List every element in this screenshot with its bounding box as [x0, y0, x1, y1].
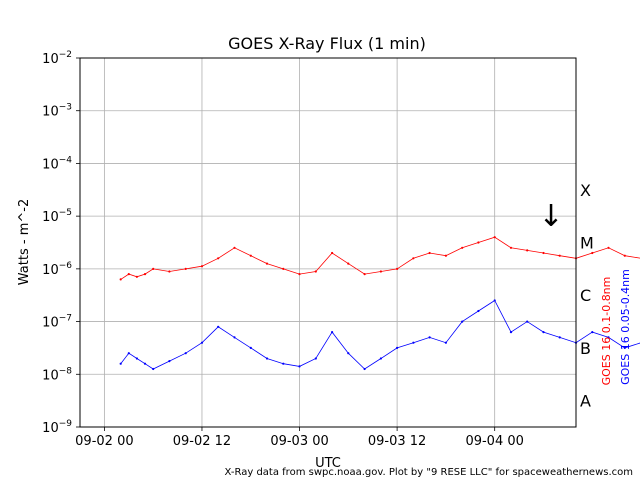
legend-series-short: GOES 16 0.05-0.4nm: [619, 269, 632, 385]
data-point: [428, 336, 431, 339]
data-point: [127, 352, 130, 355]
y-tick-label: 10−5: [42, 208, 72, 225]
data-point: [623, 346, 626, 349]
x-tick-label: 09-03 12: [368, 434, 426, 449]
y-tick-label: 10−6: [42, 261, 72, 278]
data-point: [249, 254, 252, 257]
data-point: [265, 357, 269, 360]
plot-frame: [79, 57, 577, 428]
data-point: [119, 278, 122, 281]
data-point: [217, 257, 220, 260]
flare-class-b: B: [580, 339, 591, 358]
annotation-arrow: ↓: [538, 199, 563, 234]
data-point: [542, 251, 545, 255]
data-point: [542, 331, 545, 334]
data-point: [607, 246, 610, 249]
data-point: [623, 254, 626, 257]
data-point: [249, 346, 252, 349]
y-tick-label: 10−9: [42, 419, 72, 436]
data-point: [493, 236, 496, 239]
data-point: [591, 331, 594, 334]
legend-series-long: GOES 16 0.1-0.8nm: [600, 277, 613, 386]
data-point: [233, 336, 236, 339]
data-point: [363, 367, 366, 371]
data-point: [461, 246, 464, 249]
data-point: [607, 336, 610, 339]
data-point: [184, 352, 187, 355]
x-axis-label: UTC: [315, 456, 341, 471]
data-point: [298, 365, 301, 368]
data-point: [379, 270, 382, 273]
y-tick-label: 10−4: [42, 155, 72, 172]
data-point: [558, 254, 561, 257]
data-point: [233, 246, 236, 249]
data-point: [428, 251, 431, 255]
data-point: [135, 357, 138, 360]
data-point: [298, 273, 301, 276]
data-point: [143, 362, 147, 365]
data-point: [509, 246, 513, 249]
data-point: [444, 254, 447, 257]
flare-class-a: A: [580, 392, 591, 411]
y-axis-label: Watts - m^-2: [17, 199, 32, 285]
x-tick-label: 09-03 00: [270, 434, 328, 449]
y-tick-label: 10−3: [42, 103, 72, 120]
data-point: [265, 262, 269, 265]
flare-class-x: X: [580, 181, 591, 200]
data-point: [347, 262, 350, 265]
data-point: [396, 267, 399, 270]
y-tick-label: 10−8: [42, 366, 72, 383]
data-point: [152, 367, 155, 371]
data-point: [282, 267, 285, 270]
data-point: [444, 341, 447, 344]
data-point: [314, 270, 317, 273]
x-tick-label: 09-04 00: [465, 434, 523, 449]
chart-title: GOES X-Ray Flux (1 min): [228, 34, 426, 53]
data-point: [135, 275, 138, 278]
flare-class-labels: X M C B A: [580, 181, 594, 411]
data-point: [526, 249, 529, 252]
data-point: [509, 331, 513, 334]
flare-class-m: M: [580, 234, 594, 253]
data-point: [526, 320, 529, 323]
data-point: [184, 267, 187, 270]
data-point: [363, 273, 366, 276]
tick-layer: 09-02 00 09-02 12 09-03 00 09-03 12 09-04 00…: [42, 50, 524, 449]
data-point: [412, 257, 415, 260]
data-point: [412, 341, 415, 344]
data-point: [168, 360, 171, 363]
data-point: [119, 362, 122, 365]
x-tick-label: 09-02 12: [173, 434, 231, 449]
x-tick-label: 09-02 00: [75, 434, 133, 449]
data-point: [152, 267, 155, 270]
y-tick-label: 10−2: [42, 50, 72, 67]
data-point: [347, 352, 350, 355]
data-point: [200, 265, 204, 268]
flare-class-c: C: [580, 286, 591, 305]
data-point: [461, 320, 464, 323]
data-point: [477, 309, 480, 313]
data-point: [143, 273, 147, 276]
data-point: [217, 325, 220, 328]
data-point: [282, 362, 285, 365]
credit-text: X-Ray data from swpc.noaa.gov. Plot by "…: [225, 467, 633, 478]
y-tick-label: 10−7: [42, 314, 72, 331]
grid-layer: [80, 57, 576, 428]
data-point: [493, 299, 496, 302]
series-layer: [119, 236, 640, 371]
data-point: [127, 273, 130, 276]
data-point: [591, 251, 594, 255]
data-point: [168, 270, 171, 273]
data-point: [396, 346, 399, 349]
data-point: [314, 357, 317, 360]
data-point: [558, 336, 561, 339]
data-point: [477, 241, 480, 244]
data-point: [379, 357, 382, 360]
data-point: [331, 251, 334, 255]
data-point: [331, 331, 334, 334]
data-point: [200, 341, 204, 344]
